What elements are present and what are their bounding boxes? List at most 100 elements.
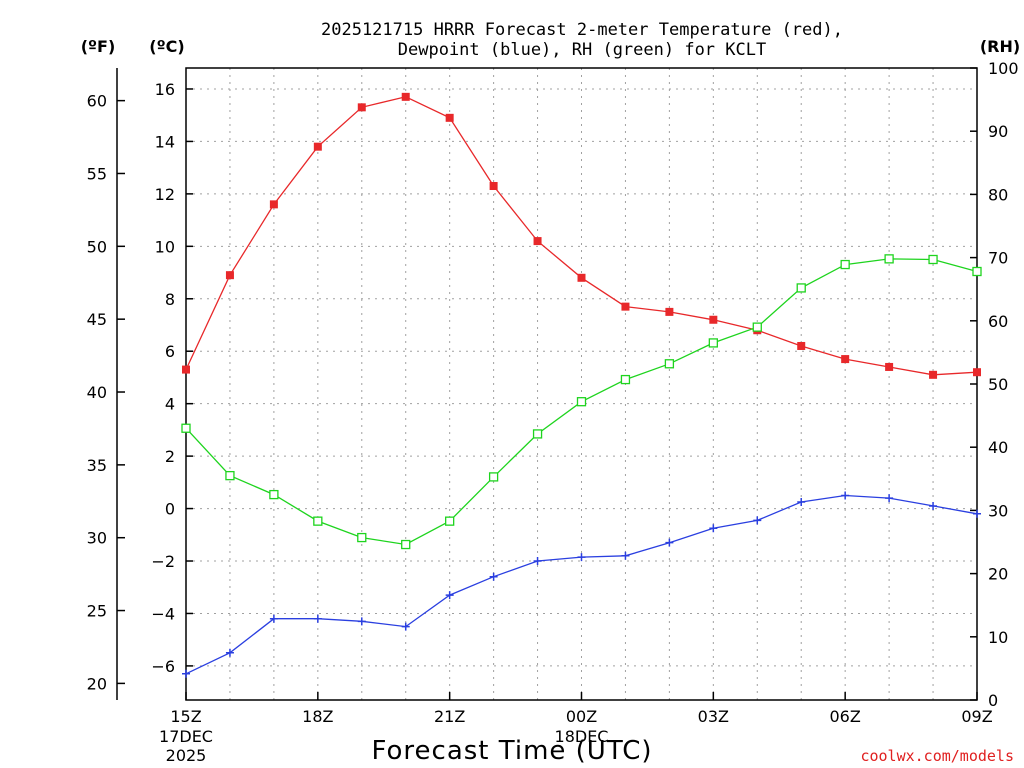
data-point (489, 182, 498, 191)
rh-tick-label: 50 (988, 375, 1008, 394)
data-point (313, 614, 322, 623)
data-point (621, 302, 630, 311)
data-point (181, 423, 191, 433)
chart-title-line2: Dewpoint (blue), RH (green) for KCLT (398, 40, 766, 60)
data-point (709, 315, 718, 324)
chart-title-line1: 2025121715 HRRR Forecast 2-meter Tempera… (321, 20, 843, 40)
fahrenheit-tick-label: 50 (87, 237, 107, 256)
data-point (445, 113, 454, 122)
x-tick-label: 09Z (961, 707, 992, 726)
x-tick-label: 15Z (170, 707, 201, 726)
series-filled-square (182, 92, 981, 379)
data-point (313, 516, 323, 526)
series-plus (182, 491, 981, 678)
data-point (973, 368, 981, 377)
celsius-tick-label: 12 (155, 185, 175, 204)
celsius-tick-label: 8 (165, 290, 175, 309)
x-tick-label: 21Z (434, 707, 465, 726)
data-point (796, 283, 806, 293)
data-point (972, 266, 982, 277)
data-point (841, 355, 850, 364)
data-point (269, 489, 279, 500)
data-point (621, 551, 630, 560)
data-point (269, 614, 278, 623)
data-point (665, 307, 674, 316)
data-series (181, 92, 982, 678)
x-tick-year-label: 2025 (166, 746, 207, 765)
data-point (269, 200, 278, 209)
fahrenheit-tick-label: 25 (87, 602, 107, 621)
data-point (664, 359, 675, 369)
data-point (576, 397, 587, 407)
celsius-unit-label: (ºC) (149, 37, 184, 56)
data-point (445, 591, 454, 600)
celsius-tick-label: 10 (155, 237, 175, 256)
rh-tick-label: 30 (988, 501, 1008, 520)
data-point (797, 498, 806, 507)
data-point (708, 338, 718, 348)
celsius-tick-label: −2 (151, 552, 175, 571)
data-point (884, 254, 894, 264)
rh-tick-label: 10 (988, 628, 1008, 647)
celsius-tick-label: 16 (155, 80, 175, 99)
data-point (533, 557, 542, 566)
x-tick-label: 03Z (698, 707, 729, 726)
data-point (928, 254, 938, 265)
x-tick-label: 00Z (566, 707, 597, 726)
data-point (973, 509, 981, 518)
data-point (840, 259, 850, 270)
data-point (577, 273, 586, 282)
fahrenheit-tick-label: 55 (87, 164, 107, 183)
rh-tick-label: 40 (988, 438, 1008, 457)
data-point (357, 532, 367, 543)
data-point (577, 553, 586, 562)
series-line (185, 494, 978, 675)
data-point (445, 516, 455, 526)
axes (116, 67, 978, 701)
data-point (929, 370, 938, 379)
tick-labels: 6055504540353025201614121086420−2−4−6100… (87, 59, 1019, 765)
celsius-tick-label: 2 (165, 447, 175, 466)
rh-tick-label: 0 (988, 691, 998, 710)
rh-tick-label: 100 (988, 59, 1019, 78)
x-tick-label: 18Z (302, 707, 333, 726)
data-point (401, 92, 410, 101)
data-point (885, 362, 894, 371)
fahrenheit-tick-label: 40 (87, 383, 107, 402)
celsius-tick-label: −6 (151, 657, 175, 676)
data-point (357, 617, 366, 626)
data-point (225, 648, 234, 657)
data-point (225, 271, 234, 280)
data-point (929, 501, 938, 510)
x-tick-date-label: 18DEC (555, 727, 609, 746)
fahrenheit-tick-label: 30 (87, 529, 107, 548)
fahrenheit-tick-label: 35 (87, 456, 107, 475)
x-tick-date-label: 17DEC (159, 727, 213, 746)
fahrenheit-unit-label: (ºF) (81, 37, 116, 56)
series-open-square (181, 254, 982, 550)
data-point (885, 494, 894, 503)
celsius-tick-label: 14 (155, 132, 175, 151)
data-point (313, 142, 322, 151)
data-point (752, 322, 762, 332)
fahrenheit-tick-label: 45 (87, 310, 107, 329)
data-point (665, 538, 674, 547)
rh-unit-label: (RH) (980, 37, 1020, 56)
celsius-tick-label: 0 (165, 500, 175, 519)
data-point (620, 374, 631, 385)
grid-lines (186, 68, 977, 700)
data-point (797, 341, 806, 350)
celsius-tick-label: 6 (165, 342, 175, 361)
credit-link[interactable]: coolwx.com/models (860, 747, 1014, 765)
data-point (489, 572, 498, 581)
rh-tick-label: 70 (988, 249, 1008, 268)
data-point (488, 472, 499, 482)
data-point (709, 524, 718, 533)
fahrenheit-tick-label: 20 (87, 674, 107, 693)
celsius-tick-label: 4 (165, 395, 175, 414)
data-point (841, 491, 850, 500)
data-point (401, 539, 411, 550)
data-point (753, 516, 762, 525)
rh-tick-label: 20 (988, 565, 1008, 584)
